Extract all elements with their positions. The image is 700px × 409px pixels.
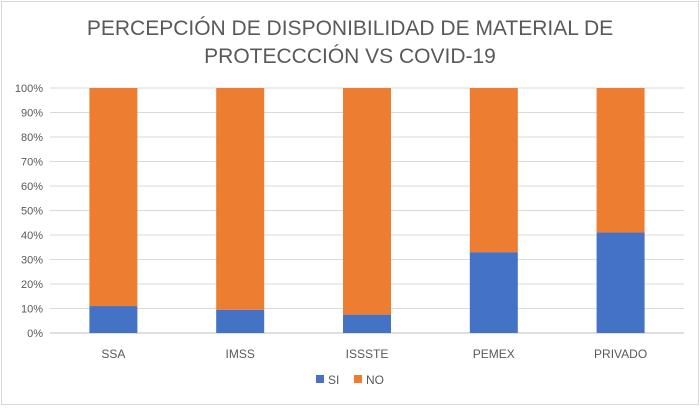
y-tick-label: 20%	[21, 279, 43, 291]
legend: SI NO	[316, 373, 384, 387]
bars	[89, 88, 645, 333]
x-category-label: PRIVADO	[594, 347, 647, 361]
y-tick-label: 0%	[27, 328, 43, 340]
y-tick-label: 80%	[21, 132, 43, 144]
chart-title-line-2: PROTECCCIÓN VS COVID-19	[204, 45, 496, 68]
x-category-label: IMSS	[226, 347, 255, 361]
y-tick-label: 100%	[15, 83, 43, 95]
y-tick-label: 50%	[21, 206, 43, 218]
bar-si-imss	[216, 309, 265, 333]
bar-no-issste	[343, 88, 391, 315]
y-tick-label: 90%	[21, 108, 43, 120]
chart-title-line-1: PERCEPCIÓN DE DISPONIBILIDAD DE MATERIAL…	[87, 17, 613, 40]
bar-no-privado	[596, 88, 645, 233]
y-tick-label: 40%	[21, 230, 43, 242]
legend-swatch-no	[354, 375, 362, 383]
legend-label-si: SI	[328, 373, 339, 387]
x-category-label: ISSSTE	[346, 347, 389, 361]
x-category-label: PEMEX	[473, 347, 515, 361]
bar-si-ssa	[89, 306, 138, 333]
chart-title: PERCEPCIÓN DE DISPONIBILIDAD DE MATERIAL…	[87, 17, 613, 68]
y-tick-label: 60%	[21, 181, 43, 193]
legend-swatch-si	[316, 375, 324, 383]
x-category-label: SSA	[101, 347, 125, 361]
y-tick-label: 30%	[21, 255, 43, 267]
bar-no-pemex	[469, 88, 518, 253]
y-tick-label: 10%	[21, 304, 43, 316]
bar-no-imss	[216, 88, 265, 310]
y-axis-tick-labels: 0% 10% 20% 30% 40% 50% 60% 70% 80% 90% 100%	[15, 83, 43, 340]
bar-si-issste	[343, 314, 391, 333]
bar-si-pemex	[469, 252, 518, 333]
x-axis-category-labels: SSA IMSS ISSSTE PEMEX PRIVADO	[101, 347, 647, 361]
legend-label-no: NO	[366, 373, 384, 387]
stacked-bar-chart: PERCEPCIÓN DE DISPONIBILIDAD DE MATERIAL…	[15, 17, 684, 387]
y-tick-label: 70%	[21, 157, 43, 169]
bar-no-ssa	[89, 88, 138, 307]
bar-si-privado	[596, 232, 645, 333]
